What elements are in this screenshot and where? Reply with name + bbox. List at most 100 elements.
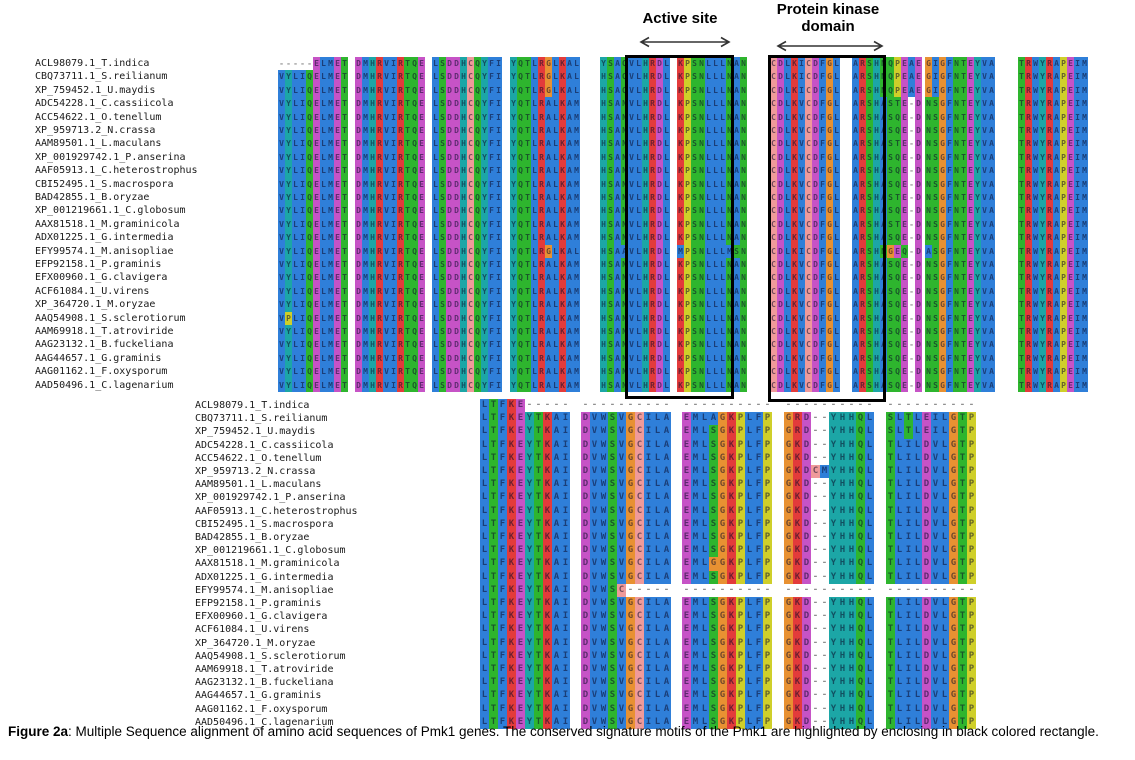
- residue-cell: E: [334, 204, 341, 218]
- residue-cell: A: [614, 298, 621, 312]
- residue-cell: N: [925, 271, 932, 285]
- residue-cell: D: [922, 597, 931, 611]
- residue-cell: E: [1067, 311, 1074, 325]
- residue-cell: D: [656, 231, 663, 245]
- residue-cell: K: [791, 338, 798, 352]
- residue-cell: L: [705, 83, 712, 98]
- residue-cell: D: [656, 244, 663, 258]
- residue-cell: M: [1081, 378, 1088, 392]
- residue-cell: L: [865, 636, 874, 650]
- residue-cell: R: [859, 164, 866, 178]
- residue-cell: L: [573, 244, 580, 258]
- residue-cell: L: [292, 191, 299, 205]
- residue-cell: Y: [974, 378, 981, 392]
- residue-cell: R: [859, 311, 866, 325]
- residue-cell: E: [967, 177, 974, 191]
- residue-cell: P: [763, 636, 772, 650]
- residue-cell: N: [726, 150, 733, 165]
- residue-cell: H: [369, 70, 376, 84]
- residue-cell: D: [446, 137, 453, 151]
- residue-cell: Y: [1039, 97, 1046, 111]
- residue-cell: L: [712, 150, 719, 165]
- residue-cell: I: [798, 70, 805, 84]
- residue-cell: N: [698, 271, 705, 285]
- sequence-label: XP_001929742.1_P.anserina: [195, 492, 346, 504]
- residue-cell: L: [745, 517, 754, 531]
- residue-cell: P: [684, 177, 691, 191]
- residue-cell: Y: [285, 150, 292, 165]
- residue-cell: H: [838, 478, 847, 492]
- residue-cell: D: [446, 231, 453, 245]
- residue-cell: I: [495, 97, 502, 111]
- residue-cell: S: [866, 284, 873, 299]
- residue-cell: L: [784, 271, 791, 285]
- residue-cell: T: [894, 137, 901, 151]
- residue-cell: M: [362, 70, 369, 84]
- residue-cell: A: [880, 97, 887, 111]
- residue-cell: M: [691, 715, 700, 729]
- protein-kinase-domain-label: Protein kinase domain: [776, 1, 880, 35]
- residue-cell: Q: [517, 378, 524, 392]
- residue-cell: D: [915, 271, 922, 285]
- residue-cell: T: [960, 164, 967, 178]
- residue-cell: I: [299, 97, 306, 111]
- residue-cell: L: [552, 70, 559, 84]
- residue-cell: R: [376, 177, 383, 191]
- residue-cell: E: [516, 425, 525, 439]
- residue-cell: K: [559, 164, 566, 178]
- residue-cell: S: [608, 531, 617, 545]
- residue-cell: T: [341, 204, 348, 218]
- residue-cell: V: [278, 258, 285, 272]
- residue-cell: A: [545, 124, 552, 138]
- residue-cell: W: [1032, 83, 1039, 98]
- gap-cell: -: [525, 399, 534, 413]
- residue-cell: F: [488, 378, 495, 392]
- residue-cell: E: [334, 325, 341, 339]
- residue-cell: K: [791, 204, 798, 218]
- residue-cell: G: [784, 425, 793, 439]
- residue-cell: A: [852, 191, 859, 205]
- residue-cell: P: [1060, 217, 1067, 232]
- residue-cell: G: [626, 425, 635, 439]
- residue-cell: V: [628, 258, 635, 272]
- residue-cell: V: [590, 478, 599, 492]
- residue-cell: C: [635, 623, 644, 637]
- residue-cell: R: [649, 204, 656, 218]
- residue-cell: N: [698, 217, 705, 232]
- residue-cell: M: [1081, 271, 1088, 285]
- residue-cell: L: [663, 150, 670, 165]
- residue-cell: D: [812, 338, 819, 352]
- gap-cell: -: [811, 623, 820, 637]
- residue-cell: G: [826, 284, 833, 299]
- residue-cell: H: [460, 83, 467, 98]
- residue-cell: S: [932, 97, 939, 111]
- residue-cell: G: [709, 557, 718, 571]
- residue-cell: T: [1018, 365, 1025, 379]
- residue-cell: R: [649, 110, 656, 124]
- residue-cell: R: [376, 351, 383, 366]
- residue-cell: T: [960, 378, 967, 392]
- residue-cell: P: [967, 451, 976, 465]
- residue-cell: L: [719, 231, 726, 245]
- residue-cell: S: [608, 676, 617, 690]
- residue-cell: S: [691, 311, 698, 325]
- residue-cell: A: [988, 124, 995, 138]
- residue-cell: A: [1053, 150, 1060, 165]
- residue-cell: F: [819, 124, 826, 138]
- residue-cell: K: [507, 399, 516, 413]
- residue-cell: H: [460, 365, 467, 379]
- residue-cell: E: [313, 57, 320, 71]
- residue-cell: D: [802, 504, 811, 518]
- residue-cell: G: [626, 478, 635, 492]
- gap-cell: -: [691, 583, 700, 597]
